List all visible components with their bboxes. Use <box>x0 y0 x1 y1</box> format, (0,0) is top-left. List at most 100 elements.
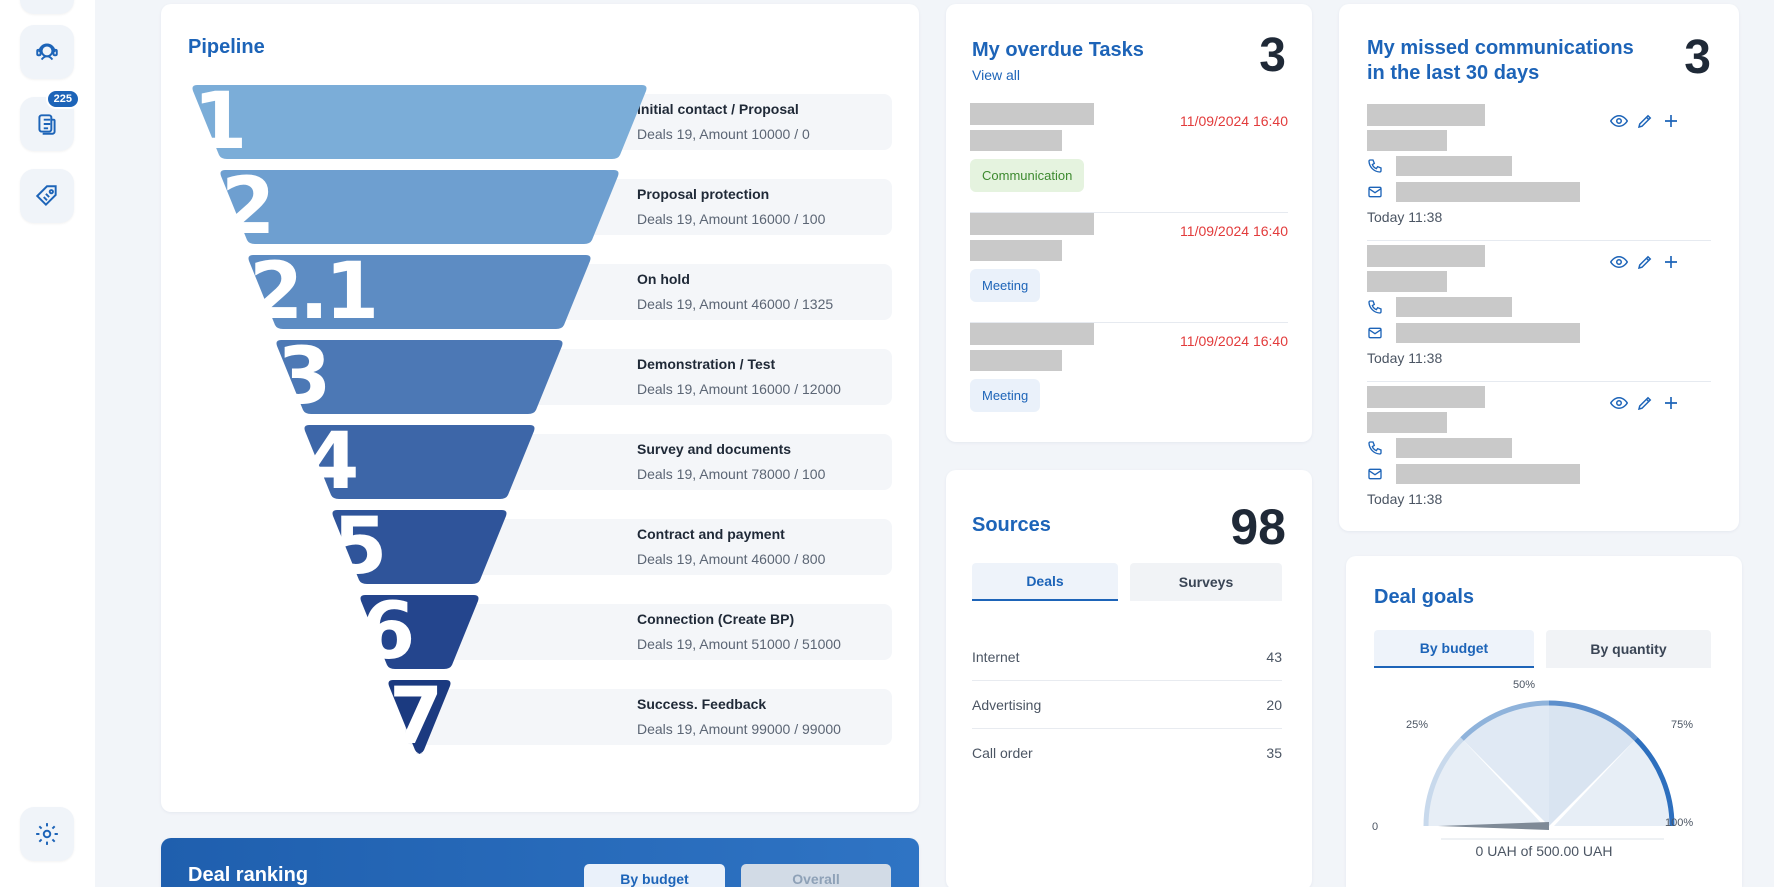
add-icon[interactable] <box>1661 393 1681 413</box>
stage-info-box: Connection (Create BP) Deals 19, Amount 5… <box>433 604 892 660</box>
edit-icon[interactable] <box>1635 393 1655 413</box>
redacted-email <box>1396 182 1580 202</box>
stage-summary: Deals 19, Amount 46000 / 800 <box>637 551 826 567</box>
phone-icon <box>1368 300 1382 314</box>
task-date: 11/09/2024 16:40 <box>1180 223 1288 239</box>
comms-count: 3 <box>1684 31 1711 84</box>
gauge-label-100: 100% <box>1665 817 1694 829</box>
view-icon[interactable] <box>1609 252 1629 272</box>
add-icon[interactable] <box>1661 111 1681 131</box>
redacted-phone <box>1396 297 1512 317</box>
stage-name: Proposal protection <box>637 186 770 202</box>
gauge-arc-1 <box>1423 737 1464 827</box>
stage-summary: Deals 19, Amount 46000 / 1325 <box>637 296 834 312</box>
funnel-bar <box>220 170 619 244</box>
edit-icon[interactable] <box>1635 252 1655 272</box>
redacted-text <box>970 323 1094 345</box>
tab-surveys[interactable]: Surveys <box>1130 563 1282 601</box>
goals-title: Deal goals <box>1374 586 1475 608</box>
stage-summary: Deals 19, Amount 99000 / 99000 <box>637 721 841 737</box>
funnel-bar <box>360 595 479 669</box>
funnel-bar <box>248 255 591 329</box>
source-row[interactable]: Advertising 20 <box>972 681 1282 729</box>
sidebar: 225 <box>0 0 95 887</box>
communication-time: Today 11:38 <box>1367 350 1443 366</box>
gauge-segment-1 <box>1426 739 1544 826</box>
redacted-text <box>1367 386 1485 408</box>
gauge-arc-2 <box>1460 700 1550 741</box>
support-agent-icon <box>36 43 58 61</box>
tab-deals[interactable]: Deals <box>972 563 1118 601</box>
stage-info-box: On hold Deals 19, Amount 46000 / 1325 <box>545 264 892 320</box>
tab-by-budget[interactable]: By budget <box>1374 630 1534 668</box>
sidebar-item-documents[interactable]: 225 <box>20 89 80 151</box>
add-icon[interactable] <box>1661 252 1681 272</box>
communication-time: Today 11:38 <box>1367 491 1443 507</box>
gauge-caption: 0 UAH of 500.00 UAH <box>1475 843 1613 859</box>
task-date: 11/09/2024 16:40 <box>1180 333 1288 349</box>
stage-number: 4 <box>305 417 359 507</box>
view-all-link[interactable]: View all <box>972 67 1020 83</box>
task-item[interactable]: 11/09/2024 16:40 Communication <box>970 103 1288 213</box>
source-row[interactable]: Internet 43 <box>972 633 1282 681</box>
mail-icon <box>1368 186 1382 198</box>
stage-name: Contract and payment <box>637 526 785 542</box>
funnel-bar <box>276 340 563 414</box>
source-value: 20 <box>1266 696 1282 713</box>
redacted-text <box>1367 412 1447 433</box>
sidebar-item-top[interactable] <box>20 0 74 14</box>
tab-by-quantity[interactable]: By quantity <box>1546 630 1711 668</box>
phone-icon <box>1368 159 1382 173</box>
gauge-label-75: 75% <box>1671 719 1694 731</box>
communication-item: Today 11:38 <box>1367 101 1711 241</box>
stage-name: Success. Feedback <box>637 696 767 712</box>
gauge-label-50: 50% <box>1513 679 1536 691</box>
view-icon[interactable] <box>1609 111 1629 131</box>
tab-ranking-overall[interactable]: Overall <box>741 864 891 887</box>
communication-actions <box>1609 393 1681 413</box>
documents-badge: 225 <box>45 89 80 109</box>
stage-summary: Deals 19, Amount 16000 / 12000 <box>637 381 841 397</box>
gauge-label-0: 0 <box>1372 821 1379 833</box>
goal-gauge <box>1423 700 1675 840</box>
gauge-arc-4 <box>1634 737 1675 827</box>
gauge-label-25: 25% <box>1406 719 1429 731</box>
stage-name: Initial contact / Proposal <box>637 101 799 117</box>
stage-number: 6 <box>361 587 415 677</box>
settings-button[interactable] <box>20 807 74 861</box>
source-row[interactable]: Call order 35 <box>972 729 1282 777</box>
deal-ranking-card: Deal ranking By budget Overall <box>161 838 919 887</box>
sidebar-item-support[interactable] <box>20 25 74 79</box>
gauge-needle <box>1438 822 1549 830</box>
task-item[interactable]: 11/09/2024 16:40 Meeting <box>970 323 1288 433</box>
redacted-text <box>970 103 1094 125</box>
stage-number: 3 <box>277 332 331 422</box>
pipeline-title: Pipeline <box>188 36 265 58</box>
redacted-email <box>1396 464 1580 484</box>
task-type-tag: Meeting <box>970 379 1041 412</box>
task-item[interactable]: 11/09/2024 16:40 Meeting <box>970 213 1288 323</box>
tab-ranking-by-budget[interactable]: By budget <box>584 864 725 887</box>
stage-info-box: Demonstration / Test Deals 19, Amount 160… <box>517 349 892 405</box>
redacted-phone <box>1396 156 1512 176</box>
sources-card: Sources 98 Deals Surveys Internet 43 Adver… <box>946 470 1312 887</box>
stage-name: Connection (Create BP) <box>637 611 795 627</box>
stage-info-box: Contract and payment Deals 19, Amount 460… <box>461 519 892 575</box>
view-icon[interactable] <box>1609 393 1629 413</box>
gauge-arc-3 <box>1548 700 1638 741</box>
stage-summary: Deals 19, Amount 78000 / 100 <box>637 466 826 482</box>
stage-summary: Deals 19, Amount 16000 / 100 <box>637 211 826 227</box>
edit-icon[interactable] <box>1635 111 1655 131</box>
communication-actions <box>1609 111 1681 131</box>
sidebar-item-deals[interactable] <box>20 169 74 223</box>
stage-info-box: Initial contact / Proposal Deals 19, Amou… <box>601 94 892 150</box>
documents-icon <box>38 114 56 135</box>
source-label: Internet <box>972 648 1020 665</box>
comms-title: My missed communications in the last 30 … <box>1367 37 1634 84</box>
source-value: 43 <box>1266 648 1282 665</box>
price-tag-icon <box>35 185 57 207</box>
source-value: 35 <box>1266 745 1282 761</box>
tasks-title: My overdue Tasks <box>972 39 1144 61</box>
communication-time: Today 11:38 <box>1367 209 1443 225</box>
deal-goals-card: Deal goals By budget By quantity 0 25% 5… <box>1346 556 1742 887</box>
